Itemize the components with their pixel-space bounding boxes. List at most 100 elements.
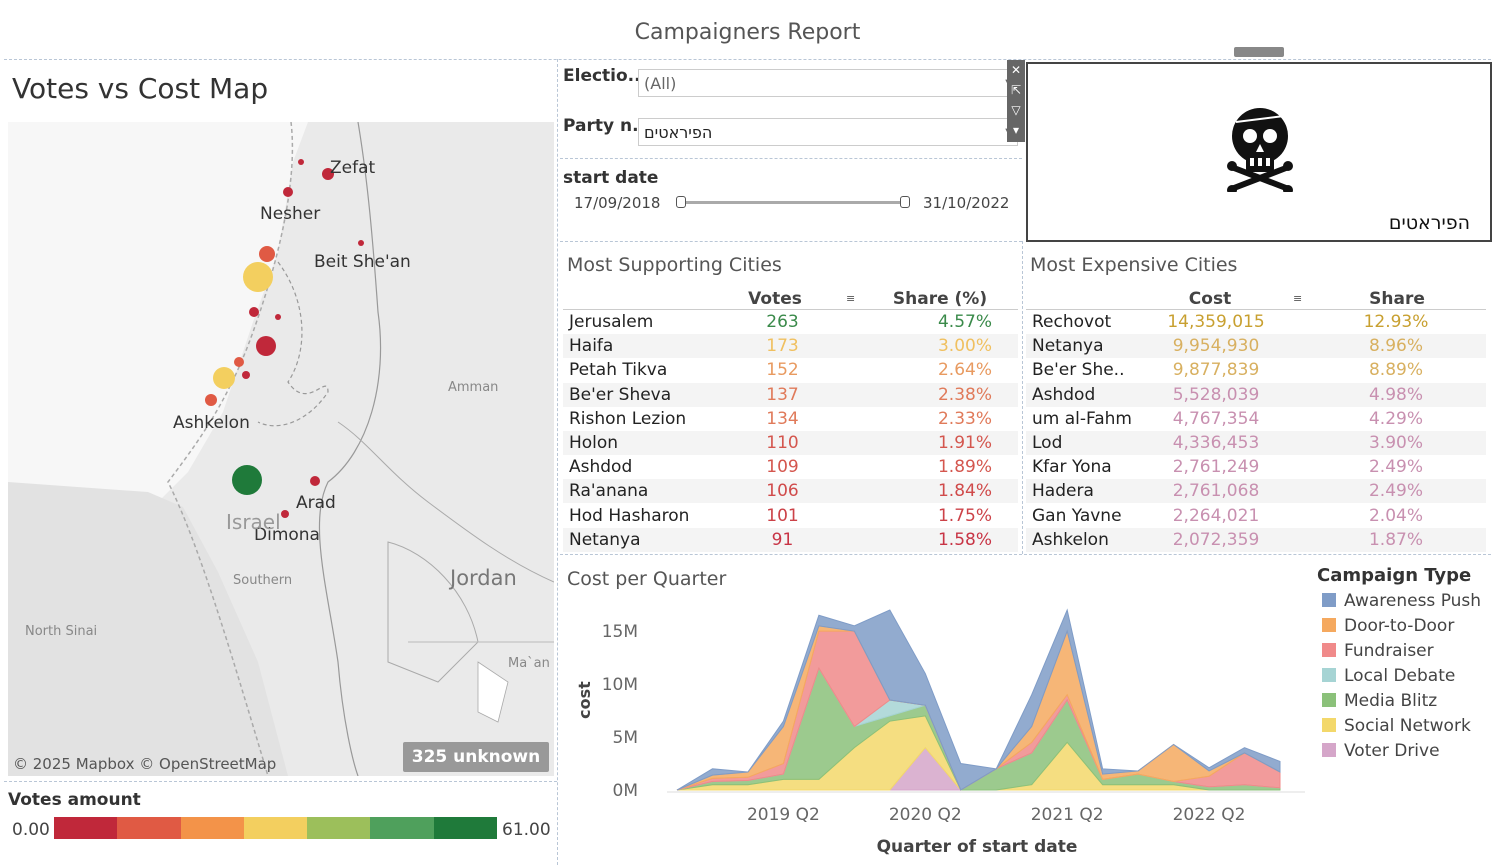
value-cell: 109 <box>766 457 799 478</box>
value-cell: 106 <box>766 481 799 502</box>
value-cell: 152 <box>766 360 799 381</box>
cost-per-quarter-chart[interactable]: 0M 5M 10M 15M cost 2019 Q2 2020 Q2 2021 Q2 2022 … <box>560 590 1305 860</box>
map-copyright: © 2025 Mapbox © OpenStreetMap <box>13 755 277 773</box>
value-cell: 14,359,015 <box>1167 312 1265 332</box>
x-tick-label: 2019 Q2 <box>747 805 820 825</box>
table-row[interactable]: Be'er Sheva 137 2.38% <box>563 382 1018 407</box>
table-row[interactable]: Netanya 91 1.58% <box>563 527 1018 552</box>
legend-title: Votes amount <box>8 790 141 810</box>
map-title: Votes vs Cost Map <box>12 72 269 105</box>
party-filter-label: Party n.. <box>563 116 646 136</box>
y-tick-label: 10M <box>602 675 638 695</box>
sort-icon[interactable]: ≡ <box>1293 292 1303 305</box>
share-cell: 4.57% <box>937 312 992 332</box>
party-filter-dropdown[interactable]: הפיראטים ▼ <box>638 118 1018 146</box>
value-cell: 110 <box>766 433 799 453</box>
table-row[interactable]: Hod Hasharon 101 1.75% <box>563 504 1018 528</box>
table-row[interactable]: Ashdod 5,528,039 4.98% <box>1026 382 1486 407</box>
share-cell: 2.64% <box>937 360 992 381</box>
table-row[interactable]: Haifa 173 3.00% <box>563 334 1018 359</box>
value-cell: 9,954,930 <box>1172 336 1260 357</box>
table-row[interactable]: Rechovot 14,359,015 12.93% <box>1026 310 1486 334</box>
votes-cost-map[interactable]: Zefat Nesher Beit She'an Ashkelon Arad D… <box>8 122 554 776</box>
legend-item[interactable]: Fundraiser <box>1322 641 1434 661</box>
date-range-slider[interactable] <box>680 201 905 204</box>
table-row[interactable]: Jerusalem 263 4.57% <box>563 310 1018 334</box>
table-row[interactable]: Ashkelon 2,072,359 1.87% <box>1026 527 1486 552</box>
map-marker <box>242 371 250 379</box>
close-icon[interactable]: ✕ <box>1010 63 1022 77</box>
popout-icon[interactable]: ⇱ <box>1010 83 1022 97</box>
city-name: Petah Tikva <box>569 360 668 381</box>
sort-icon[interactable]: ≡ <box>846 292 856 305</box>
x-tick-label: 2020 Q2 <box>889 805 962 825</box>
drag-handle[interactable] <box>1234 47 1284 57</box>
region-label: Jordan <box>450 566 517 590</box>
city-name: Be'er Sheva <box>569 384 672 405</box>
filter-icon[interactable]: ▽ <box>1011 103 1021 117</box>
campaign-type-legend-title: Campaign Type <box>1317 565 1472 586</box>
legend-item[interactable]: Door-to-Door <box>1322 616 1454 636</box>
value-cell: 134 <box>766 408 799 429</box>
legend-swatch <box>433 817 497 839</box>
slider-handle-start[interactable] <box>676 196 686 208</box>
table-row[interactable]: Rishon Lezion 134 2.33% <box>563 407 1018 431</box>
value-cell: 101 <box>766 505 799 526</box>
legend-item[interactable]: Voter Drive <box>1322 741 1440 761</box>
value-cell: 9,877,839 <box>1172 360 1260 381</box>
value-cell: 137 <box>766 384 799 405</box>
legend-label: Door-to-Door <box>1344 616 1455 636</box>
table-row[interactable]: Netanya 9,954,930 8.96% <box>1026 334 1486 359</box>
legend-label: Awareness Push <box>1344 591 1482 611</box>
share-column-header[interactable]: Share <box>1369 289 1425 309</box>
legend-min: 0.00 <box>12 820 50 840</box>
city-name: Be'er She.. <box>1032 360 1125 381</box>
area-series-door-to-door[interactable] <box>676 625 1281 791</box>
legend-item[interactable]: Local Debate <box>1322 666 1455 686</box>
election-filter-dropdown[interactable]: (All) ▼ <box>638 69 1018 97</box>
table-row[interactable]: Ashdod 109 1.89% <box>563 455 1018 479</box>
map-canvas <box>8 122 554 776</box>
value-cell: 2,264,021 <box>1172 505 1260 526</box>
party-name: הפיראטים <box>1388 212 1470 234</box>
share-cell: 1.89% <box>937 457 992 478</box>
table-row[interactable]: Gan Yavne 2,264,021 2.04% <box>1026 504 1486 528</box>
table-row[interactable]: Ra'anana 106 1.84% <box>563 479 1018 504</box>
legend-item[interactable]: Awareness Push <box>1322 591 1481 611</box>
table-row[interactable]: Hadera 2,761,068 2.49% <box>1026 479 1486 504</box>
slider-handle-end[interactable] <box>900 196 910 208</box>
legend-item[interactable]: Media Blitz <box>1322 691 1437 711</box>
share-cell: 2.33% <box>937 408 992 429</box>
share-column-header[interactable]: Share (%) <box>892 289 988 309</box>
cost-column-header[interactable]: Cost <box>1188 289 1232 309</box>
table-row[interactable]: Lod 4,336,453 3.90% <box>1026 431 1486 455</box>
filter-toolbar: ✕ ⇱ ▽ ▾ <box>1007 60 1025 142</box>
votes-column-header[interactable]: Votes <box>748 289 802 309</box>
legend-label: Local Debate <box>1344 666 1456 686</box>
share-cell: 1.87% <box>1368 529 1423 550</box>
table-row[interactable]: Holon 110 1.91% <box>563 431 1018 455</box>
unknown-locations-badge[interactable]: 325 unknown <box>403 742 549 772</box>
expensive-cities-title: Most Expensive Cities <box>1030 254 1238 276</box>
legend-swatch <box>1322 618 1336 632</box>
x-tick-label: 2022 Q2 <box>1173 805 1246 825</box>
region-label: Israel <box>226 510 281 534</box>
map-marker <box>281 510 289 518</box>
city-name: Netanya <box>569 529 641 550</box>
value-cell: 2,761,068 <box>1172 481 1260 502</box>
map-marker <box>298 159 304 165</box>
supporting-cities-title: Most Supporting Cities <box>567 254 782 276</box>
dropdown-icon[interactable]: ▾ <box>1012 123 1020 137</box>
area-series-awareness-push[interactable] <box>676 608 1281 791</box>
chart-title: Cost per Quarter <box>567 568 727 590</box>
map-marker <box>234 357 244 367</box>
table-row[interactable]: Be'er She.. 9,877,839 8.89% <box>1026 358 1486 382</box>
table-row[interactable]: Kfar Yona 2,761,249 2.49% <box>1026 455 1486 479</box>
legend-item[interactable]: Social Network <box>1322 716 1471 736</box>
table-row[interactable]: um al-Fahm 4,767,354 4.29% <box>1026 407 1486 431</box>
share-cell: 2.38% <box>937 384 992 405</box>
value-cell: 4,336,453 <box>1172 433 1260 453</box>
table-row[interactable]: Petah Tikva 152 2.64% <box>563 358 1018 382</box>
value-cell: 4,767,354 <box>1172 408 1260 429</box>
map-marker <box>259 246 275 262</box>
